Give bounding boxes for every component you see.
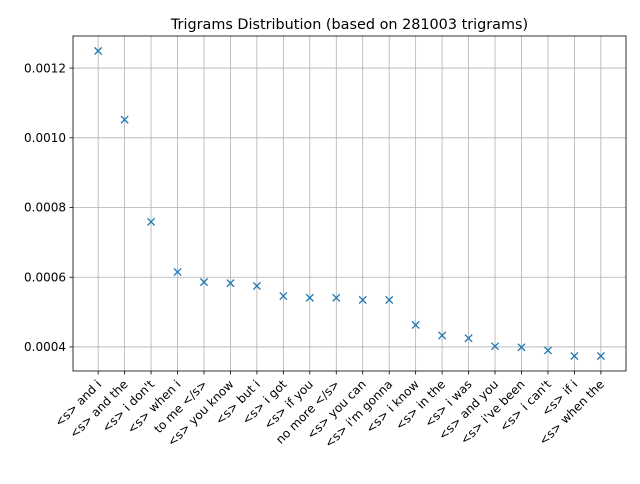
data-point (490, 342, 500, 351)
y-tick-label: 0.0010 (24, 131, 66, 145)
data-point (199, 278, 209, 287)
data-point (305, 293, 314, 302)
y-axis-ticks: 0.0004 0.0006 0.0008 0.0010 0.0012 (24, 61, 73, 354)
chart-title: Trigrams Distribution (based on 281003 t… (170, 17, 528, 33)
y-tick-label: 0.0012 (24, 61, 66, 75)
data-point (596, 351, 605, 361)
y-tick-label: 0.0004 (24, 340, 66, 354)
data-point (543, 346, 553, 355)
data-point (252, 281, 261, 291)
plot-frame (72, 35, 627, 372)
data-point (464, 334, 473, 343)
x-axis-ticks: <s> and i<s> and the<s> i don't<s> when … (52, 371, 607, 451)
axes (72, 35, 627, 372)
data-point (517, 343, 526, 352)
y-tick-label: 0.0006 (24, 270, 66, 284)
data-point (279, 291, 288, 301)
data-point (358, 295, 367, 304)
data-point (385, 295, 394, 304)
data-point (438, 331, 447, 340)
data-point (120, 115, 129, 124)
data-point (226, 279, 235, 288)
data-point (570, 351, 579, 361)
data-point (94, 46, 103, 56)
data-points (94, 46, 605, 361)
data-point (332, 293, 341, 302)
data-point (146, 217, 156, 226)
data-point (173, 267, 182, 277)
y-tick-label: 0.0008 (24, 201, 66, 215)
data-point (411, 320, 420, 330)
grid-lines (73, 36, 626, 371)
